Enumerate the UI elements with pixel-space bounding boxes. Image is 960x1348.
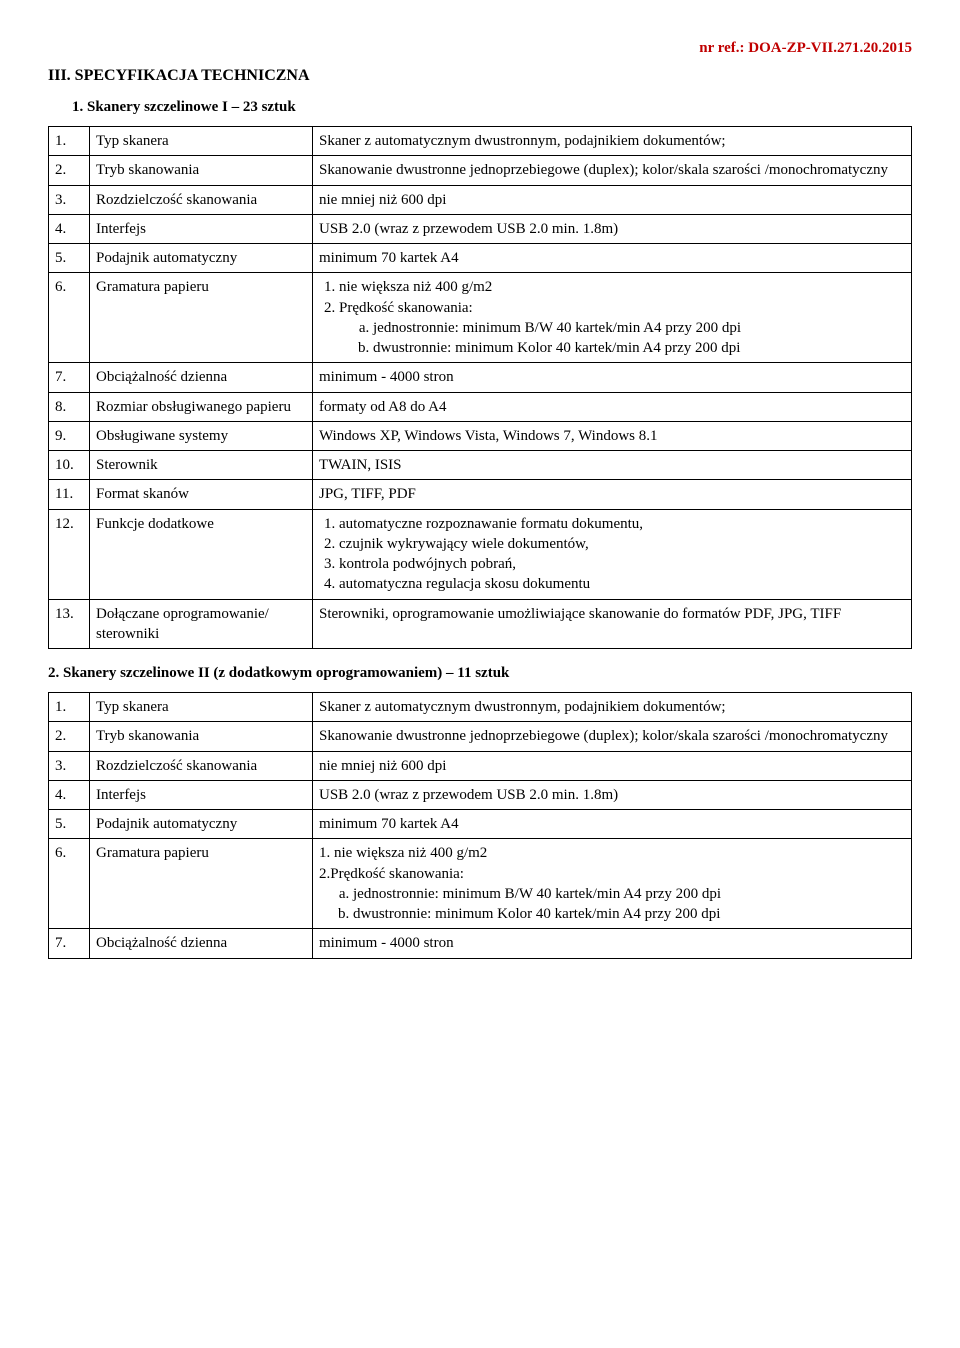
- list-item: automatyczna regulacja skosu dokumentu: [339, 574, 905, 594]
- cell-num: 4.: [49, 780, 90, 809]
- list-item: Prędkość skanowania: jednostronnie: mini…: [339, 298, 905, 359]
- cell-num: 5.: [49, 810, 90, 839]
- list-line: 2.Prędkość skanowania:: [319, 864, 905, 884]
- cell-label: Interfejs: [90, 780, 313, 809]
- table-row: 4. Interfejs USB 2.0 (wraz z przewodem U…: [49, 214, 912, 243]
- table-row: 2. Tryb skanowania Skanowanie dwustronne…: [49, 722, 912, 751]
- table-row: 1. Typ skanera Skaner z automatycznym dw…: [49, 693, 912, 722]
- table-row: 8. Rozmiar obsługiwanego papieru formaty…: [49, 392, 912, 421]
- cell-label: Obciążalność dzienna: [90, 929, 313, 958]
- cell-value: TWAIN, ISIS: [313, 451, 912, 480]
- cell-label: Typ skanera: [90, 693, 313, 722]
- cell-value: USB 2.0 (wraz z przewodem USB 2.0 min. 1…: [313, 780, 912, 809]
- table-row: 4. Interfejs USB 2.0 (wraz z przewodem U…: [49, 780, 912, 809]
- table-row: 10. Sterownik TWAIN, ISIS: [49, 451, 912, 480]
- table-row: 1. Typ skanera Skaner z automatycznym dw…: [49, 127, 912, 156]
- cell-value: minimum 70 kartek A4: [313, 810, 912, 839]
- table-row: 5. Podajnik automatyczny minimum 70 kart…: [49, 244, 912, 273]
- spec-table-2: 1. Typ skanera Skaner z automatycznym dw…: [48, 692, 912, 959]
- table1-title: 1. Skanery szczelinowe I – 23 sztuk: [72, 99, 912, 116]
- cell-value: minimum - 4000 stron: [313, 929, 912, 958]
- table-row: 13. Dołączane oprogramowanie/ sterowniki…: [49, 599, 912, 649]
- list-item: jednostronnie: minimum B/W 40 kartek/min…: [373, 318, 905, 338]
- cell-num: 13.: [49, 599, 90, 649]
- cell-value: nie mniej niż 600 dpi: [313, 185, 912, 214]
- cell-num: 4.: [49, 214, 90, 243]
- cell-num: 9.: [49, 421, 90, 450]
- cell-label: Typ skanera: [90, 127, 313, 156]
- cell-label: Rozmiar obsługiwanego papieru: [90, 392, 313, 421]
- cell-value: nie większa niż 400 g/m2 Prędkość skanow…: [313, 273, 912, 363]
- cell-value: formaty od A8 do A4: [313, 392, 912, 421]
- cell-num: 2.: [49, 722, 90, 751]
- cell-num: 2.: [49, 156, 90, 185]
- cell-label: Format skanów: [90, 480, 313, 509]
- table-row: 12. Funkcje dodatkowe automatyczne rozpo…: [49, 509, 912, 599]
- cell-value: 1. nie większa niż 400 g/m2 2.Prędkość s…: [313, 839, 912, 929]
- cell-label: Dołączane oprogramowanie/ sterowniki: [90, 599, 313, 649]
- cell-value: USB 2.0 (wraz z przewodem USB 2.0 min. 1…: [313, 214, 912, 243]
- cell-value: Windows XP, Windows Vista, Windows 7, Wi…: [313, 421, 912, 450]
- list-item: dwustronnie: minimum Kolor 40 kartek/min…: [373, 338, 905, 358]
- table2-title: 2. Skanery szczelinowe II (z dodatkowym …: [48, 665, 912, 682]
- section-title: III. SPECYFIKACJA TECHNICZNA: [48, 67, 912, 85]
- cell-label: Rozdzielczość skanowania: [90, 751, 313, 780]
- cell-label: Funkcje dodatkowe: [90, 509, 313, 599]
- table-row: 6. Gramatura papieru nie większa niż 400…: [49, 273, 912, 363]
- list-item-label: Prędkość skanowania:: [339, 300, 473, 316]
- list-item: kontrola podwójnych pobrań,: [339, 554, 905, 574]
- cell-num: 6.: [49, 273, 90, 363]
- cell-label: Gramatura papieru: [90, 839, 313, 929]
- cell-label: Obsługiwane systemy: [90, 421, 313, 450]
- list-item: dwustronnie: minimum Kolor 40 kartek/min…: [353, 904, 905, 924]
- table-row: 2. Tryb skanowania Skanowanie dwustronne…: [49, 156, 912, 185]
- table-row: 6. Gramatura papieru 1. nie większa niż …: [49, 839, 912, 929]
- cell-num: 10.: [49, 451, 90, 480]
- table-row: 7. Obciążalność dzienna minimum - 4000 s…: [49, 363, 912, 392]
- cell-label: Podajnik automatyczny: [90, 810, 313, 839]
- cell-num: 3.: [49, 185, 90, 214]
- table-row: 11. Format skanów JPG, TIFF, PDF: [49, 480, 912, 509]
- cell-num: 3.: [49, 751, 90, 780]
- cell-value: JPG, TIFF, PDF: [313, 480, 912, 509]
- list-item: automatyczne rozpoznawanie formatu dokum…: [339, 514, 905, 534]
- cell-value: Skaner z automatycznym dwustronnym, poda…: [313, 693, 912, 722]
- cell-num: 12.: [49, 509, 90, 599]
- cell-num: 1.: [49, 127, 90, 156]
- cell-num: 6.: [49, 839, 90, 929]
- cell-value: Sterowniki, oprogramowanie umożliwiające…: [313, 599, 912, 649]
- cell-value: automatyczne rozpoznawanie formatu dokum…: [313, 509, 912, 599]
- cell-value: Skaner z automatycznym dwustronnym, poda…: [313, 127, 912, 156]
- table-row: 5. Podajnik automatyczny minimum 70 kart…: [49, 810, 912, 839]
- list-item: nie większa niż 400 g/m2: [339, 277, 905, 297]
- cell-value: minimum - 4000 stron: [313, 363, 912, 392]
- list-line: 1. nie większa niż 400 g/m2: [319, 843, 905, 863]
- cell-num: 7.: [49, 929, 90, 958]
- table-row: 3. Rozdzielczość skanowania nie mniej ni…: [49, 185, 912, 214]
- cell-num: 8.: [49, 392, 90, 421]
- table-row: 3. Rozdzielczość skanowania nie mniej ni…: [49, 751, 912, 780]
- cell-value: nie mniej niż 600 dpi: [313, 751, 912, 780]
- cell-label: Sterownik: [90, 451, 313, 480]
- cell-label: Rozdzielczość skanowania: [90, 185, 313, 214]
- list-item: czujnik wykrywający wiele dokumentów,: [339, 534, 905, 554]
- cell-num: 7.: [49, 363, 90, 392]
- spec-table-1: 1. Typ skanera Skaner z automatycznym dw…: [48, 126, 912, 649]
- cell-num: 5.: [49, 244, 90, 273]
- cell-label: Interfejs: [90, 214, 313, 243]
- cell-label: Tryb skanowania: [90, 156, 313, 185]
- cell-label: Tryb skanowania: [90, 722, 313, 751]
- list-item: jednostronnie: minimum B/W 40 kartek/min…: [353, 884, 905, 904]
- cell-num: 11.: [49, 480, 90, 509]
- cell-label: Gramatura papieru: [90, 273, 313, 363]
- cell-value: Skanowanie dwustronne jednoprzebiegowe (…: [313, 722, 912, 751]
- cell-num: 1.: [49, 693, 90, 722]
- cell-value: Skanowanie dwustronne jednoprzebiegowe (…: [313, 156, 912, 185]
- cell-label: Obciążalność dzienna: [90, 363, 313, 392]
- table-row: 7. Obciążalność dzienna minimum - 4000 s…: [49, 929, 912, 958]
- cell-label: Podajnik automatyczny: [90, 244, 313, 273]
- table-row: 9. Obsługiwane systemy Windows XP, Windo…: [49, 421, 912, 450]
- header-ref: nr ref.: DOA-ZP-VII.271.20.2015: [48, 40, 912, 57]
- cell-value: minimum 70 kartek A4: [313, 244, 912, 273]
